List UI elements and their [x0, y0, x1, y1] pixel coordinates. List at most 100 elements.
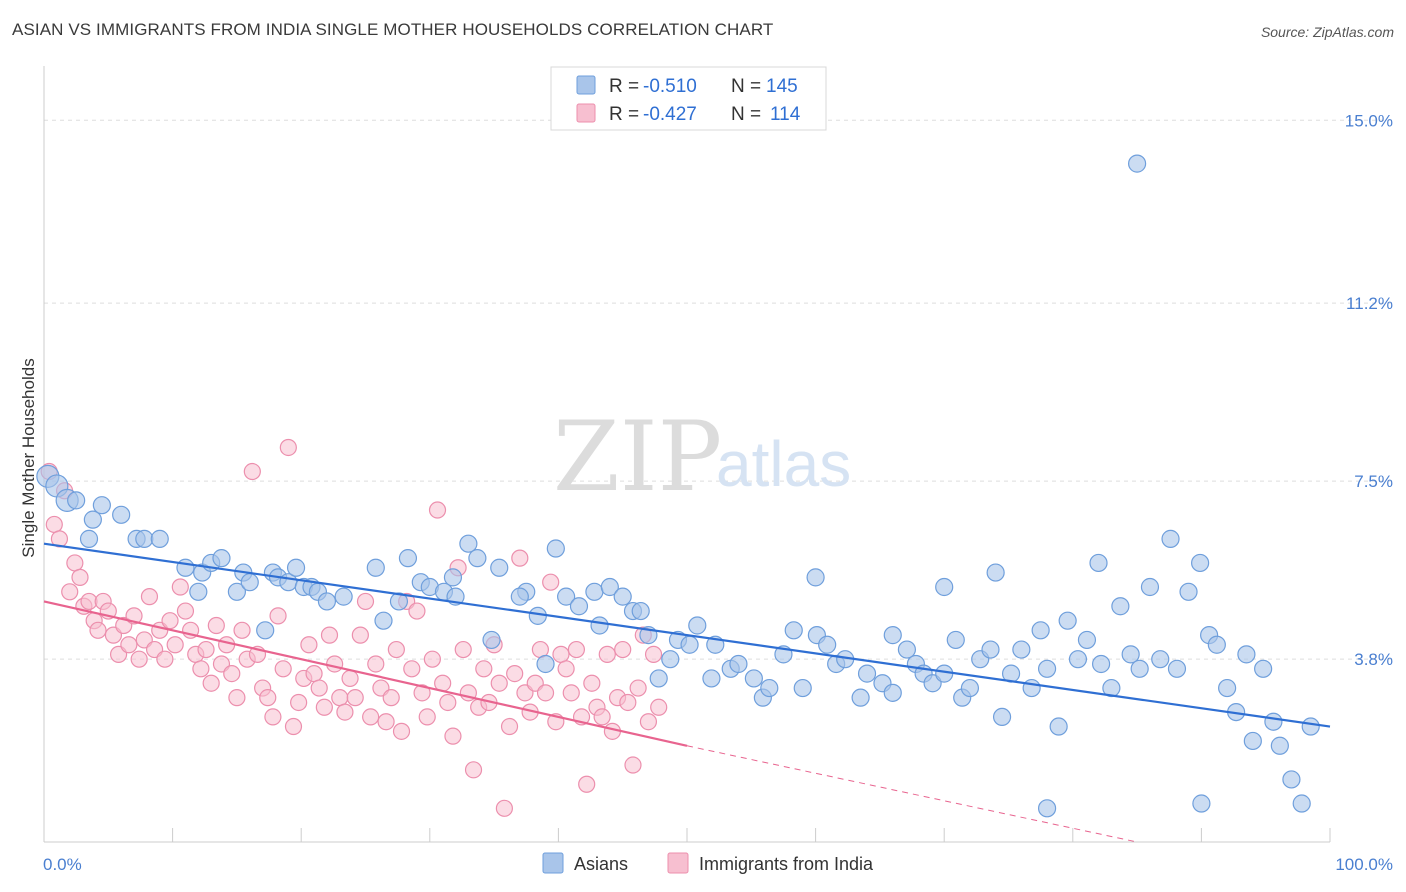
asians-point	[981, 640, 1000, 659]
asians-point	[729, 654, 748, 674]
india-point	[233, 621, 251, 639]
legend-r-value: -0.510	[643, 76, 697, 97]
india-point	[377, 713, 395, 731]
asians-point	[1022, 678, 1041, 698]
asians-point	[150, 529, 169, 548]
asians-point	[1282, 770, 1301, 789]
india-point	[89, 621, 107, 639]
asians-point	[1292, 794, 1311, 813]
india-point	[542, 573, 560, 591]
india-point	[454, 640, 472, 659]
asians-point	[1111, 597, 1130, 616]
india-point	[336, 703, 354, 721]
trend-lines	[43, 542, 1331, 843]
legend-box	[550, 66, 827, 131]
india-point	[61, 583, 79, 601]
india-point	[557, 660, 575, 678]
india-point	[639, 713, 658, 731]
india-point	[310, 679, 328, 697]
asians-point	[286, 558, 306, 577]
india-point	[578, 775, 596, 793]
y-tick-label: 15.0%	[1345, 111, 1393, 130]
asians-point	[851, 688, 870, 707]
asians-point	[1049, 717, 1068, 736]
asians-point	[1167, 659, 1187, 678]
legend-n-label: N =	[731, 76, 761, 97]
india-point	[490, 674, 508, 692]
india-point	[45, 515, 63, 534]
india-point	[428, 501, 447, 519]
india-point	[408, 602, 426, 620]
asians-point	[92, 496, 111, 515]
asians-point	[468, 549, 487, 568]
india-point	[500, 717, 519, 736]
asians-point	[189, 582, 208, 601]
legend-top: R = -0.510 N = 145 R = -0.427 N = 114	[550, 66, 827, 131]
asians-point	[227, 582, 246, 601]
india-point	[362, 708, 380, 726]
asians-point	[793, 678, 812, 698]
india-point	[644, 645, 663, 663]
india-trend-extension	[686, 745, 1138, 843]
asians-point	[528, 606, 547, 625]
asians-point	[992, 707, 1012, 727]
asians-point	[1243, 731, 1262, 751]
india-point	[418, 708, 436, 726]
asians-point	[946, 630, 965, 650]
india-point	[166, 636, 184, 654]
asians-point	[1077, 630, 1097, 650]
india-point	[171, 578, 189, 596]
asians-point	[83, 510, 102, 529]
india-point	[351, 626, 369, 644]
india-point	[315, 698, 333, 716]
asians-point	[1218, 678, 1237, 698]
legend-swatch-india	[576, 103, 596, 123]
asians-point	[1037, 659, 1057, 678]
x-tick-labels: 0.0% 100.0%	[43, 855, 1393, 874]
india-point	[629, 679, 647, 697]
india-point	[506, 665, 524, 683]
india-point	[593, 708, 611, 726]
y-tick-label: 11.2%	[1346, 294, 1393, 313]
india-point	[320, 626, 339, 644]
legend-r-value: -0.427	[643, 104, 697, 125]
asians-point	[760, 678, 779, 698]
asians-point	[374, 611, 393, 630]
asians-point	[818, 635, 837, 654]
asians-point	[546, 539, 565, 558]
legend-bottom-swatch-india	[667, 852, 689, 874]
y-tick-label: 3.8%	[1354, 650, 1393, 669]
asians-point	[1089, 553, 1108, 573]
asians-point	[176, 558, 195, 577]
india-point	[305, 665, 323, 683]
india-point	[583, 674, 601, 692]
india-point	[413, 684, 431, 702]
asians-point	[1058, 611, 1077, 630]
asians-point	[661, 650, 680, 669]
india-point	[598, 645, 616, 663]
watermark: ZIP atlas	[553, 401, 851, 513]
india-point	[475, 660, 493, 678]
asians-points	[36, 154, 1320, 818]
asians-point	[240, 573, 259, 592]
india-point	[130, 650, 148, 668]
india-point	[207, 616, 225, 635]
asians-point	[1161, 529, 1180, 548]
india-point	[331, 689, 349, 707]
asians-point	[569, 597, 589, 616]
asians-point	[680, 635, 699, 654]
legend-r-label: R =	[609, 76, 639, 97]
india-point	[71, 568, 89, 586]
asians-point	[536, 654, 555, 674]
india-point	[197, 640, 215, 659]
india-point	[423, 650, 441, 668]
india-point	[284, 717, 303, 736]
legend-bottom-swatch-asians	[542, 852, 564, 874]
asians-point	[986, 563, 1005, 582]
asians-point	[883, 683, 902, 702]
asians-trend-line	[43, 542, 1331, 728]
india-point	[356, 592, 375, 611]
india-point	[66, 554, 84, 572]
asians-point	[1207, 635, 1226, 654]
asians-point	[79, 529, 99, 548]
